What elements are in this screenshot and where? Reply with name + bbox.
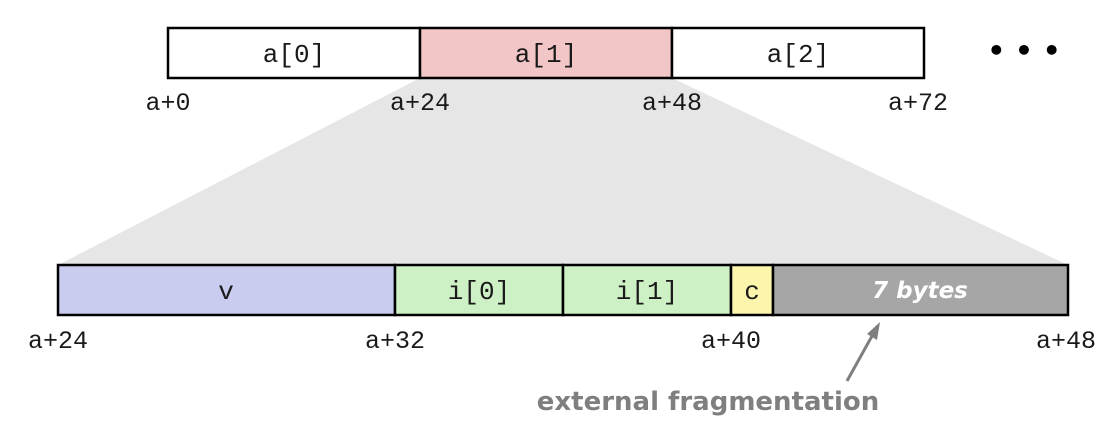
field-i1-label: i[1]	[616, 277, 678, 307]
field-i1	[561, 263, 733, 317]
zoom-projection	[58, 78, 1068, 265]
fragmentation-annotation: external fragmentation	[537, 322, 880, 417]
field-v-label: v	[218, 277, 234, 307]
array-continuation-dots: • • •	[987, 34, 1060, 67]
field-i0-label: i[0]	[448, 277, 510, 307]
array-offset-0: a+0	[145, 89, 190, 118]
struct-offset-24: a+24	[28, 327, 88, 356]
field-padding-label: 7 bytes	[872, 278, 968, 304]
array-offset-24: a+24	[390, 89, 450, 118]
struct-offset-32: a+32	[365, 327, 425, 356]
field-c-label: c	[744, 277, 760, 307]
annotation-label: external fragmentation	[537, 387, 880, 417]
array-cell-2-label: a[2]	[767, 40, 829, 70]
struct-offset-40: a+40	[701, 327, 761, 356]
array-cell-0-label: a[0]	[263, 40, 325, 70]
array-cell-1	[418, 26, 674, 80]
struct-row: v i[0] i[1] c 7 bytes a+24 a+32 a+40 a+4…	[28, 263, 1096, 356]
array-row: a[0] a[1] a[2] • • • a+0 a+24 a+48 a+72	[145, 26, 1061, 118]
array-offset-72: a+72	[888, 89, 948, 118]
field-c	[729, 263, 775, 317]
struct-offset-48: a+48	[1036, 327, 1096, 356]
field-padding	[771, 263, 1070, 317]
annotation-arrow-head	[867, 322, 880, 340]
array-cell-1-label: a[1]	[515, 40, 577, 70]
field-v	[56, 263, 397, 317]
annotation-arrow-shaft	[845, 335, 874, 382]
array-cell-2	[670, 26, 926, 80]
array-offset-48: a+48	[642, 89, 702, 118]
